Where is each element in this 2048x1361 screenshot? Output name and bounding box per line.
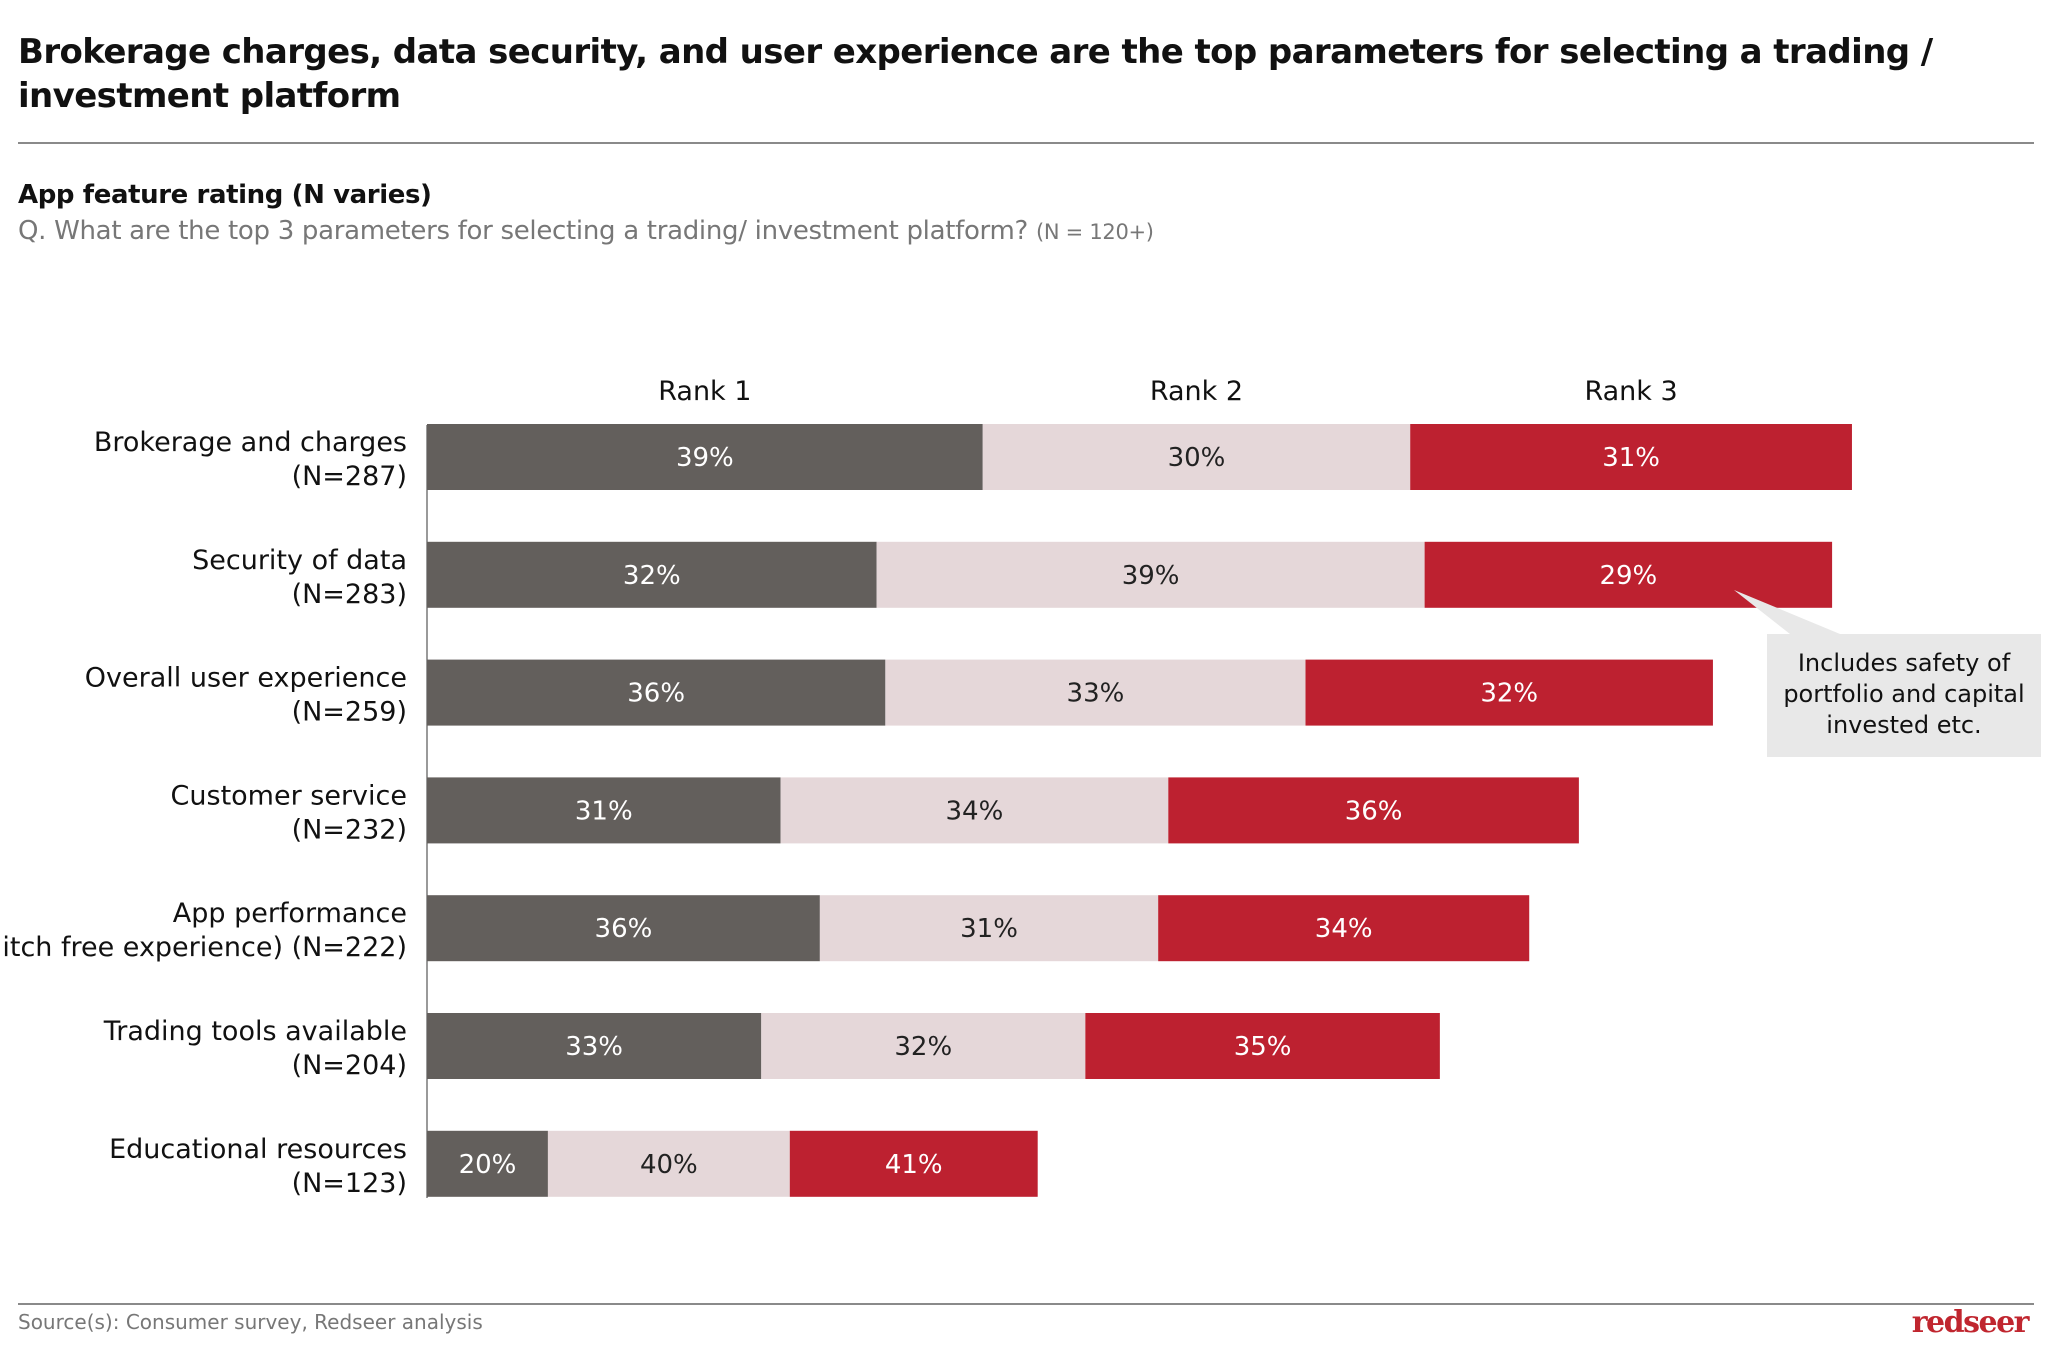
bar-segment-rank-2 <box>547 1130 790 1197</box>
category-sample-size: (N=283) <box>292 579 407 610</box>
bar-segment-rank-3 <box>789 1130 1038 1197</box>
data-label: 36% <box>595 914 653 944</box>
bar-segment-rank-1 <box>427 1130 548 1197</box>
data-label: 35% <box>1234 1032 1292 1062</box>
data-label: 31% <box>1602 443 1660 473</box>
data-label: 31% <box>960 914 1018 944</box>
bar-segment-rank-2 <box>819 895 1159 962</box>
data-label: 33% <box>565 1032 623 1062</box>
data-label: 36% <box>1345 796 1403 826</box>
category-sample-size: (N=287) <box>292 461 407 492</box>
data-label: 32% <box>894 1032 952 1062</box>
data-label: 32% <box>623 561 681 591</box>
bar-segment-rank-1 <box>427 659 886 726</box>
question-sample-size: (N = 120+) <box>1035 220 1154 244</box>
source-note: Source(s): Consumer survey, Redseer anal… <box>18 1310 483 1334</box>
bar-segment-rank-1 <box>427 895 820 962</box>
bar-segment-rank-1 <box>427 424 983 490</box>
category-sample-size: (N=123) <box>292 1168 407 1199</box>
bar-segment-rank-2 <box>885 659 1306 726</box>
page-title: Brokerage charges, data security, and us… <box>18 32 1933 116</box>
question-text: Q. What are the top 3 parameters for sel… <box>18 216 1029 246</box>
data-label: 40% <box>640 1150 698 1180</box>
data-label: 39% <box>1122 561 1180 591</box>
survey-question: Q. What are the top 3 parameters for sel… <box>18 216 1154 246</box>
category-label: App performance <box>173 898 407 929</box>
bar-segment-rank-1 <box>427 541 877 608</box>
redseer-logo: redseer <box>1911 1305 2030 1340</box>
bar-segment-rank-1 <box>427 1013 762 1079</box>
bar-segment-rank-3 <box>1158 895 1530 962</box>
category-sample-size: (N=232) <box>292 814 407 845</box>
bar-segment-rank-2 <box>780 777 1169 844</box>
category-sample-size: (glitch free experience) (N=222) <box>0 932 407 963</box>
series-label-rank-1: Rank 1 <box>658 376 751 407</box>
data-label: 20% <box>459 1150 517 1180</box>
title-divider <box>18 142 2034 144</box>
callout-box <box>1767 634 2041 757</box>
footer-divider <box>18 1303 2034 1305</box>
series-label-rank-3: Rank 3 <box>1584 376 1677 407</box>
bar-segment-rank-2 <box>876 541 1425 608</box>
data-label: 32% <box>1480 679 1538 709</box>
category-label: Overall user experience <box>85 663 407 694</box>
data-label: 41% <box>885 1150 943 1180</box>
data-label: 33% <box>1067 679 1125 709</box>
category-sample-size: (N=259) <box>292 697 407 728</box>
category-label: Trading tools available <box>103 1016 407 1047</box>
data-label: 31% <box>575 796 633 826</box>
category-label: Brokerage and charges <box>94 427 407 458</box>
data-label: 29% <box>1599 561 1657 591</box>
bar-segment-rank-3 <box>1085 1013 1440 1079</box>
category-sample-size: (N=204) <box>292 1050 407 1081</box>
bar-segment-rank-3 <box>1424 541 1833 608</box>
data-label: 36% <box>627 679 685 709</box>
callout-text: Includes safety of portfolio and capital… <box>1783 649 2025 739</box>
callout-pointer <box>1734 590 1840 634</box>
category-label: Customer service <box>171 780 407 811</box>
data-label: 30% <box>1168 443 1226 473</box>
bar-segment-rank-2 <box>761 1013 1086 1079</box>
chart-subtitle: App feature rating (N varies) <box>18 180 432 210</box>
bar-segment-rank-1 <box>427 777 781 844</box>
data-label: 34% <box>1315 914 1373 944</box>
series-label-rank-2: Rank 2 <box>1150 376 1243 407</box>
bar-segment-rank-2 <box>982 424 1411 490</box>
category-label: Educational resources <box>109 1134 407 1165</box>
data-label: 34% <box>946 796 1004 826</box>
category-label: Security of data <box>192 545 407 576</box>
bar-segment-rank-3 <box>1168 777 1579 844</box>
bar-segment-rank-3 <box>1305 659 1713 726</box>
data-label: 39% <box>676 443 734 473</box>
bar-segment-rank-3 <box>1410 424 1852 490</box>
